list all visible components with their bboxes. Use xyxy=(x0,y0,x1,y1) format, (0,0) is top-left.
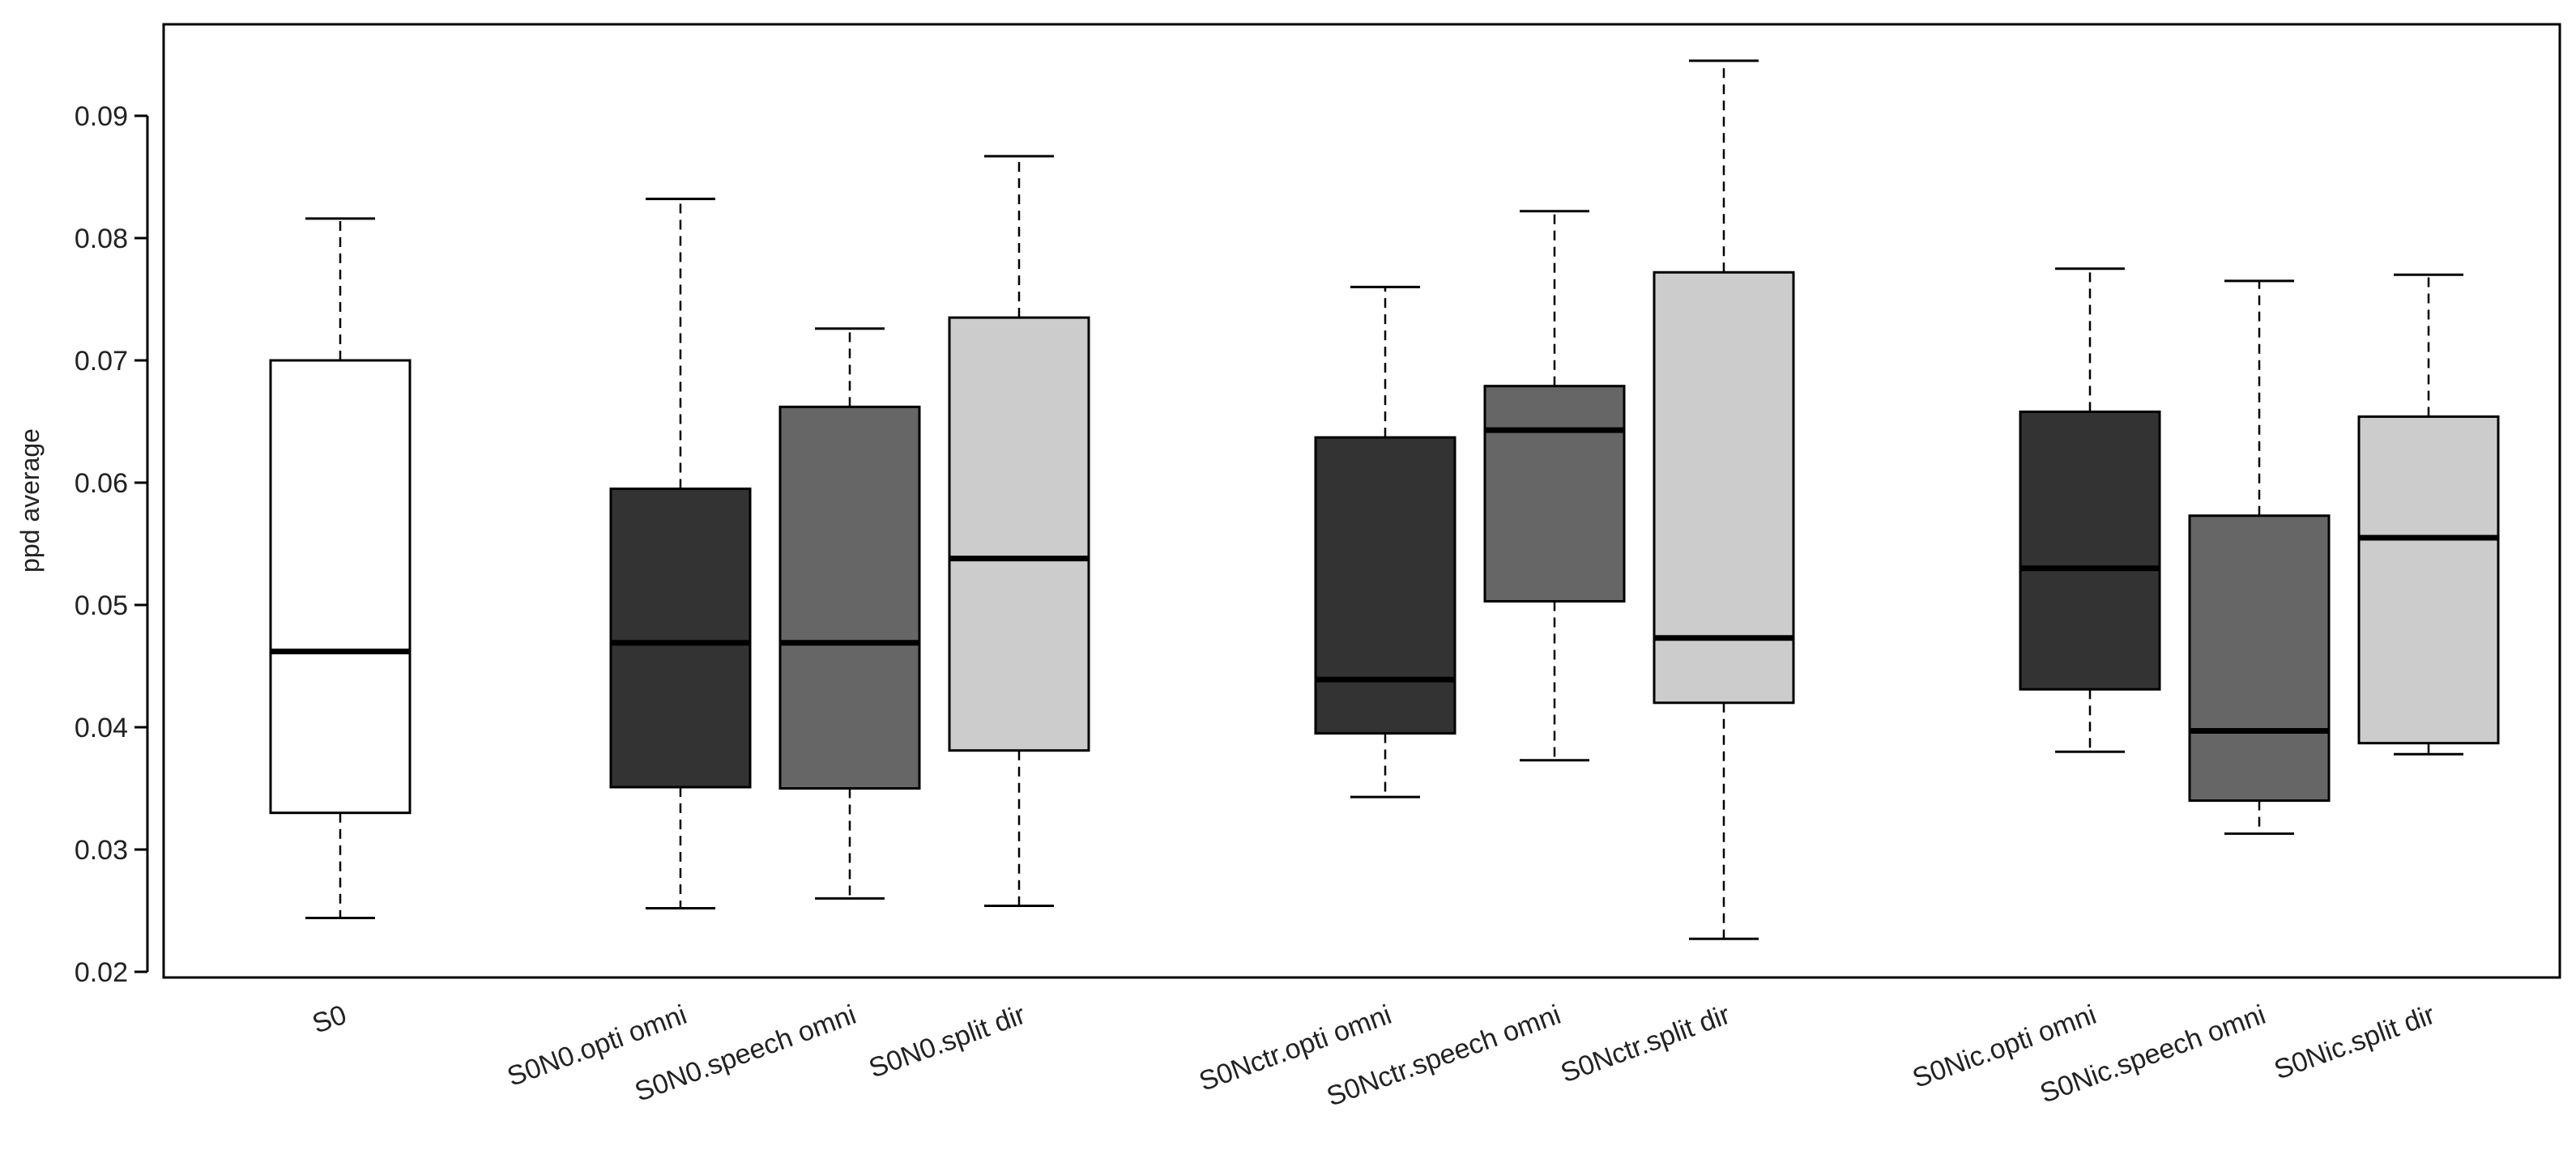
box-2 xyxy=(609,198,752,909)
y-tick-label: 0.07 xyxy=(75,346,128,377)
box-10 xyxy=(2357,273,2500,756)
box-iqr xyxy=(778,405,921,790)
x-tick-label: S0Nctr.split dir xyxy=(1557,999,1734,1089)
y-tick-label: 0.03 xyxy=(75,835,128,866)
box-3 xyxy=(778,327,921,900)
box-5 xyxy=(1314,285,1456,799)
box-iqr xyxy=(1653,270,1795,705)
box-iqr xyxy=(2188,514,2331,803)
x-tick-label: S0 xyxy=(309,999,351,1040)
box-8 xyxy=(2019,267,2161,753)
box-6 xyxy=(1483,210,1626,762)
y-tick-label: 0.08 xyxy=(75,224,128,254)
box-iqr xyxy=(609,488,752,789)
box-9 xyxy=(2188,279,2331,835)
y-tick-label: 0.04 xyxy=(75,713,128,743)
box-iqr xyxy=(948,316,1090,752)
y-tick-label: 0.06 xyxy=(75,468,128,499)
box-iqr xyxy=(269,359,412,815)
box-7 xyxy=(1653,59,1795,940)
box-1 xyxy=(269,217,412,920)
box-iqr xyxy=(1314,436,1456,735)
y-axis: 0.02 0.03 0.04 0.05 0.06 0.07 0.08 0.09 xyxy=(75,101,149,988)
box-4 xyxy=(948,155,1090,907)
box-series xyxy=(269,59,2500,940)
box-iqr xyxy=(2019,410,2161,691)
box-iqr xyxy=(1483,385,1626,603)
y-axis-title: ppd average xyxy=(15,428,45,573)
y-tick-label: 0.05 xyxy=(75,590,128,621)
x-tick-label: S0N0.split dir xyxy=(865,999,1030,1084)
y-tick-label: 0.02 xyxy=(75,957,128,988)
plot-frame xyxy=(162,23,2561,979)
x-tick-label: S0Nic.split dir xyxy=(2270,999,2438,1086)
box-iqr xyxy=(2357,415,2500,745)
y-tick-label: 0.09 xyxy=(75,101,128,132)
